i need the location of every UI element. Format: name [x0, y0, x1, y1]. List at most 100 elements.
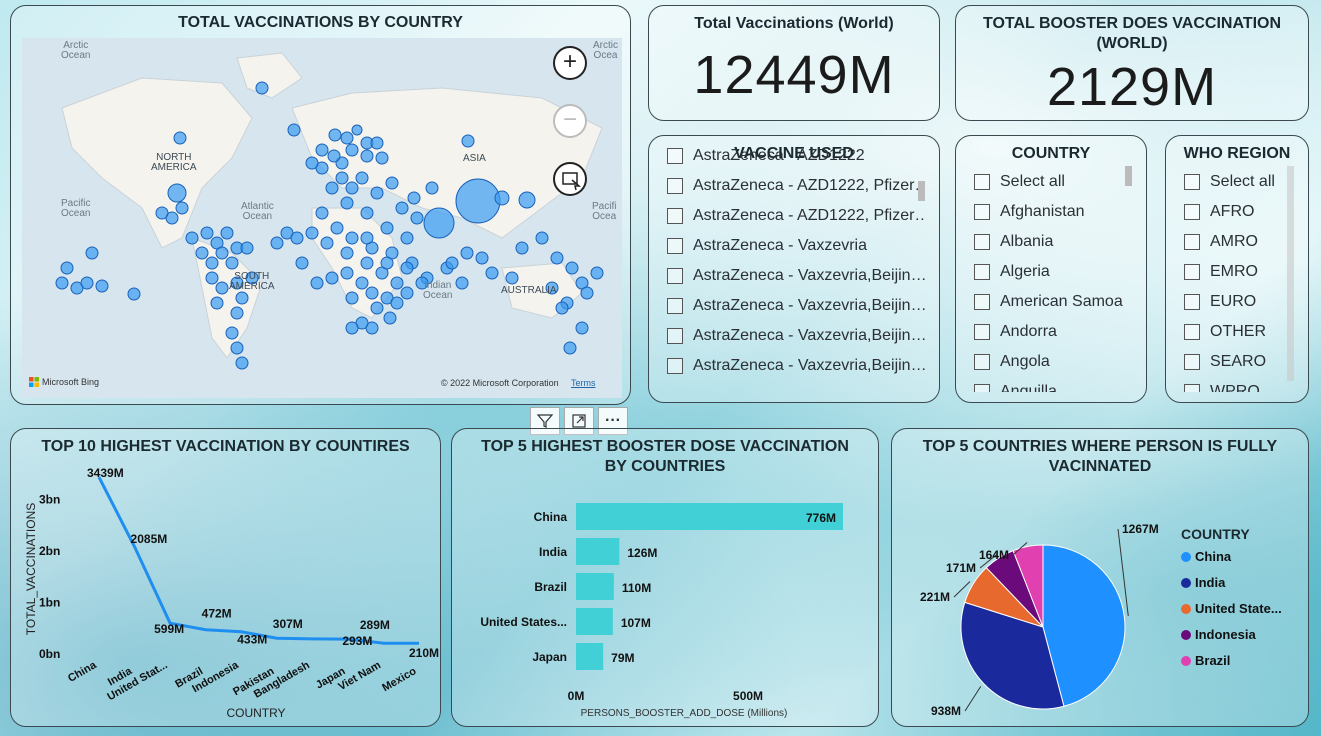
country-bubble[interactable]: [391, 277, 403, 289]
country-slicer-item[interactable]: Angola: [974, 347, 1132, 377]
kpi-total-vaccinations[interactable]: Total Vaccinations (World) 12449M: [648, 5, 940, 121]
country-slicer-checkbox[interactable]: [974, 384, 990, 392]
country-bubble[interactable]: [391, 297, 403, 309]
country-bubble[interactable]: [346, 292, 358, 304]
country-slicer-checkbox[interactable]: [974, 204, 990, 220]
country-bubble[interactable]: [316, 144, 328, 156]
vaccine-slicer-item[interactable]: AstraZeneca - AZD1222, Pfizer…: [667, 171, 925, 201]
country-bubble[interactable]: [236, 292, 248, 304]
country-bubble[interactable]: [384, 312, 396, 324]
country-bubble[interactable]: [346, 144, 358, 156]
country-bubble[interactable]: [476, 252, 488, 264]
country-bubble[interactable]: [591, 267, 603, 279]
country-bubble[interactable]: [356, 277, 368, 289]
region-scrollbar[interactable]: [1287, 166, 1294, 381]
country-bubble[interactable]: [356, 172, 368, 184]
legend-marker[interactable]: [1181, 656, 1191, 666]
legend-label[interactable]: Indonesia: [1195, 627, 1256, 642]
country-bubble[interactable]: [311, 277, 323, 289]
country-bubble[interactable]: [516, 242, 528, 254]
country-bubble[interactable]: [56, 277, 68, 289]
country-bubble[interactable]: [256, 82, 268, 94]
vaccine-slicer-list[interactable]: AstraZeneca - AZD1222 AstraZeneca - AZD12…: [667, 141, 925, 392]
country-bubble[interactable]: [216, 247, 228, 259]
country-slicer-item[interactable]: Algeria: [974, 257, 1132, 287]
region-slicer-list[interactable]: Select all AFRO AMRO EMRO EURO OTHER SEARO WPRO: [1184, 167, 1294, 392]
country-bubble[interactable]: [519, 192, 535, 208]
bar[interactable]: [576, 538, 619, 565]
zoom-in-button[interactable]: +: [553, 46, 587, 80]
country-scrollbar[interactable]: [1125, 166, 1132, 186]
country-bubble[interactable]: [341, 197, 353, 209]
country-bubble[interactable]: [386, 177, 398, 189]
country-bubble[interactable]: [361, 232, 373, 244]
country-bubble[interactable]: [231, 307, 243, 319]
country-bubble[interactable]: [231, 342, 243, 354]
region-slicer-checkbox[interactable]: [1184, 264, 1200, 280]
vaccine-slicer-item[interactable]: AstraZeneca - AZD1222, Pfizer…: [667, 201, 925, 231]
country-bubble[interactable]: [96, 280, 108, 292]
zoom-out-button[interactable]: −: [553, 104, 587, 138]
country-bubble[interactable]: [506, 272, 518, 284]
country-bubble[interactable]: [341, 247, 353, 259]
vaccine-slicer-item[interactable]: AstraZeneca - AZD1222: [667, 141, 925, 171]
country-bubble[interactable]: [306, 227, 318, 239]
vaccine-slicer-checkbox[interactable]: [667, 208, 683, 224]
country-bubble[interactable]: [456, 277, 468, 289]
region-slicer-checkbox[interactable]: [1184, 174, 1200, 190]
top10-vaccination-chart[interactable]: TOP 10 HIGHEST VACCINATION BY COUNTIRES …: [10, 428, 441, 727]
country-slicer-item[interactable]: Albania: [974, 227, 1132, 257]
region-slicer-item[interactable]: OTHER: [1184, 317, 1294, 347]
country-bubble[interactable]: [288, 124, 300, 136]
country-bubble[interactable]: [321, 237, 333, 249]
country-bubble[interactable]: [341, 267, 353, 279]
vaccine-slicer-checkbox[interactable]: [667, 358, 683, 374]
bar[interactable]: [576, 503, 843, 530]
country-bubble[interactable]: [331, 222, 343, 234]
country-bubble[interactable]: [371, 302, 383, 314]
legend-label[interactable]: China: [1195, 549, 1232, 564]
country-bubble[interactable]: [371, 137, 383, 149]
country-bubble[interactable]: [381, 257, 393, 269]
country-bubble[interactable]: [401, 232, 413, 244]
top5-booster-chart[interactable]: TOP 5 HIGHEST BOOSTER DOSE VACCINATION B…: [451, 428, 879, 727]
country-bubble[interactable]: [186, 232, 198, 244]
vaccine-slicer-item[interactable]: AstraZeneca - Vaxzevria,Beijin…: [667, 351, 925, 381]
country-bubble[interactable]: [495, 191, 509, 205]
country-bubble[interactable]: [316, 207, 328, 219]
region-slicer-checkbox[interactable]: [1184, 294, 1200, 310]
country-bubble[interactable]: [236, 357, 248, 369]
region-slicer-item[interactable]: EMRO: [1184, 257, 1294, 287]
country-bubble[interactable]: [361, 257, 373, 269]
country-slicer-checkbox[interactable]: [974, 354, 990, 370]
region-slicer-item[interactable]: Select all: [1184, 167, 1294, 197]
country-bubble[interactable]: [216, 282, 228, 294]
country-slicer-item[interactable]: American Samoa: [974, 287, 1132, 317]
country-bubble[interactable]: [326, 272, 338, 284]
country-bubble[interactable]: [221, 227, 233, 239]
who-region-slicer[interactable]: WHO REGION Select all AFRO AMRO EMRO EURO OTH…: [1165, 135, 1309, 403]
country-bubble[interactable]: [376, 152, 388, 164]
bar[interactable]: [576, 608, 613, 635]
country-bubble[interactable]: [401, 287, 413, 299]
legend-marker[interactable]: [1181, 578, 1191, 588]
vaccine-slicer-item[interactable]: AstraZeneca - Vaxzevria,Beijin…: [667, 261, 925, 291]
select-region-button[interactable]: [553, 162, 587, 196]
country-bubble[interactable]: [81, 277, 93, 289]
country-bubble[interactable]: [128, 288, 140, 300]
region-slicer-checkbox[interactable]: [1184, 204, 1200, 220]
country-bubble[interactable]: [329, 129, 341, 141]
country-bubble[interactable]: [341, 132, 353, 144]
region-slicer-checkbox[interactable]: [1184, 384, 1200, 392]
country-bubble[interactable]: [346, 182, 358, 194]
country-bubble[interactable]: [168, 184, 186, 202]
country-bubble[interactable]: [486, 267, 498, 279]
country-bubble[interactable]: [328, 150, 340, 162]
top5-fully-vaccinated-chart[interactable]: TOP 5 COUNTRIES WHERE PERSON IS FULLY VA…: [891, 428, 1309, 727]
country-bubble[interactable]: [211, 297, 223, 309]
vaccine-slicer-checkbox[interactable]: [667, 238, 683, 254]
country-bubble[interactable]: [366, 287, 378, 299]
country-bubble[interactable]: [346, 232, 358, 244]
